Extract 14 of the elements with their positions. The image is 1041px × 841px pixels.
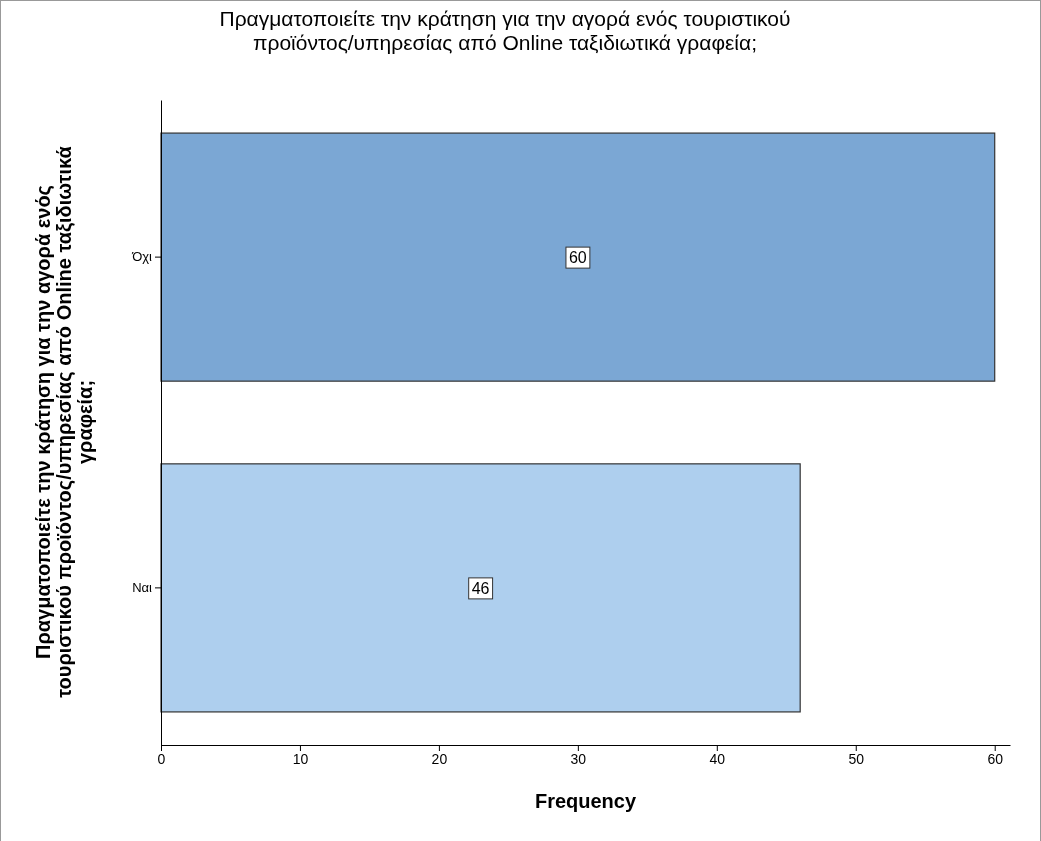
data-label: 46 bbox=[471, 579, 490, 597]
chart-title: Πραγματοποιείτε την κράτηση για την αγορά ενός τουριστικού προϊόντος/υπηρεσίας από Online ταξιδιωτικά γραφεία; bbox=[219, 7, 791, 54]
x-tick-label: 50 bbox=[848, 750, 865, 767]
y-tick-label: Όχι bbox=[131, 249, 153, 265]
x-tick-label: 20 bbox=[431, 750, 448, 767]
data-label: 60 bbox=[568, 249, 587, 267]
x-axis-title: Frequency bbox=[534, 790, 637, 812]
y-tick-label: Ναι bbox=[132, 580, 153, 596]
x-tick-label: 40 bbox=[709, 750, 726, 767]
x-tick-label: 60 bbox=[987, 750, 1004, 767]
x-tick-label: 10 bbox=[292, 750, 309, 767]
y-axis-title: Πραγματοποιείτε την κράτηση για την αγορά ενός τουριστικού προϊόντος/υπηρεσίας από Online ταξιδιωτικά γραφεία; bbox=[32, 145, 96, 698]
x-tick-label: 30 bbox=[570, 750, 587, 767]
x-tick-label: 0 bbox=[157, 750, 166, 767]
